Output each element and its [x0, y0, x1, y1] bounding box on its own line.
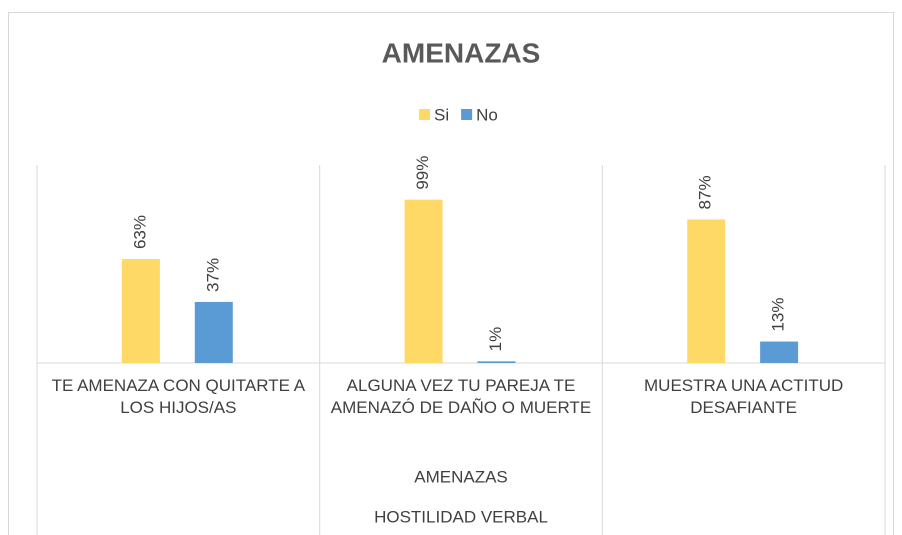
bar: [194, 301, 233, 363]
legend-label: Si: [434, 105, 449, 124]
x-tick-label: MUESTRA UNA ACTITUD DESAFIANTE: [644, 376, 844, 417]
legend-swatch: [461, 109, 473, 120]
category-group-label: AMENAZAS: [414, 467, 508, 486]
category-group-label: HOSTILIDAD VERBAL: [374, 507, 548, 526]
chart-border: [8, 12, 894, 535]
chart-title: AMENAZAS: [382, 37, 541, 68]
bar: [121, 259, 160, 363]
data-label: 87%: [696, 175, 715, 209]
legend-swatch: [419, 109, 430, 120]
data-label: 63%: [130, 215, 149, 249]
data-label: 13%: [769, 298, 788, 332]
bar: [760, 341, 799, 363]
data-label: 37%: [203, 258, 222, 292]
x-tick-label: TE AMENAZA CON QUITARTE A LOS HIJOS/AS: [51, 376, 306, 417]
legend-label: No: [476, 105, 498, 124]
data-label: 1%: [486, 327, 505, 352]
x-tick-label: ALGUNA VEZ TU PAREJA TE AMENAZÓ DE DAÑO …: [330, 376, 592, 417]
bar: [404, 199, 443, 363]
bar: [687, 219, 726, 363]
bar: [477, 361, 516, 363]
data-label: 99%: [413, 156, 432, 190]
